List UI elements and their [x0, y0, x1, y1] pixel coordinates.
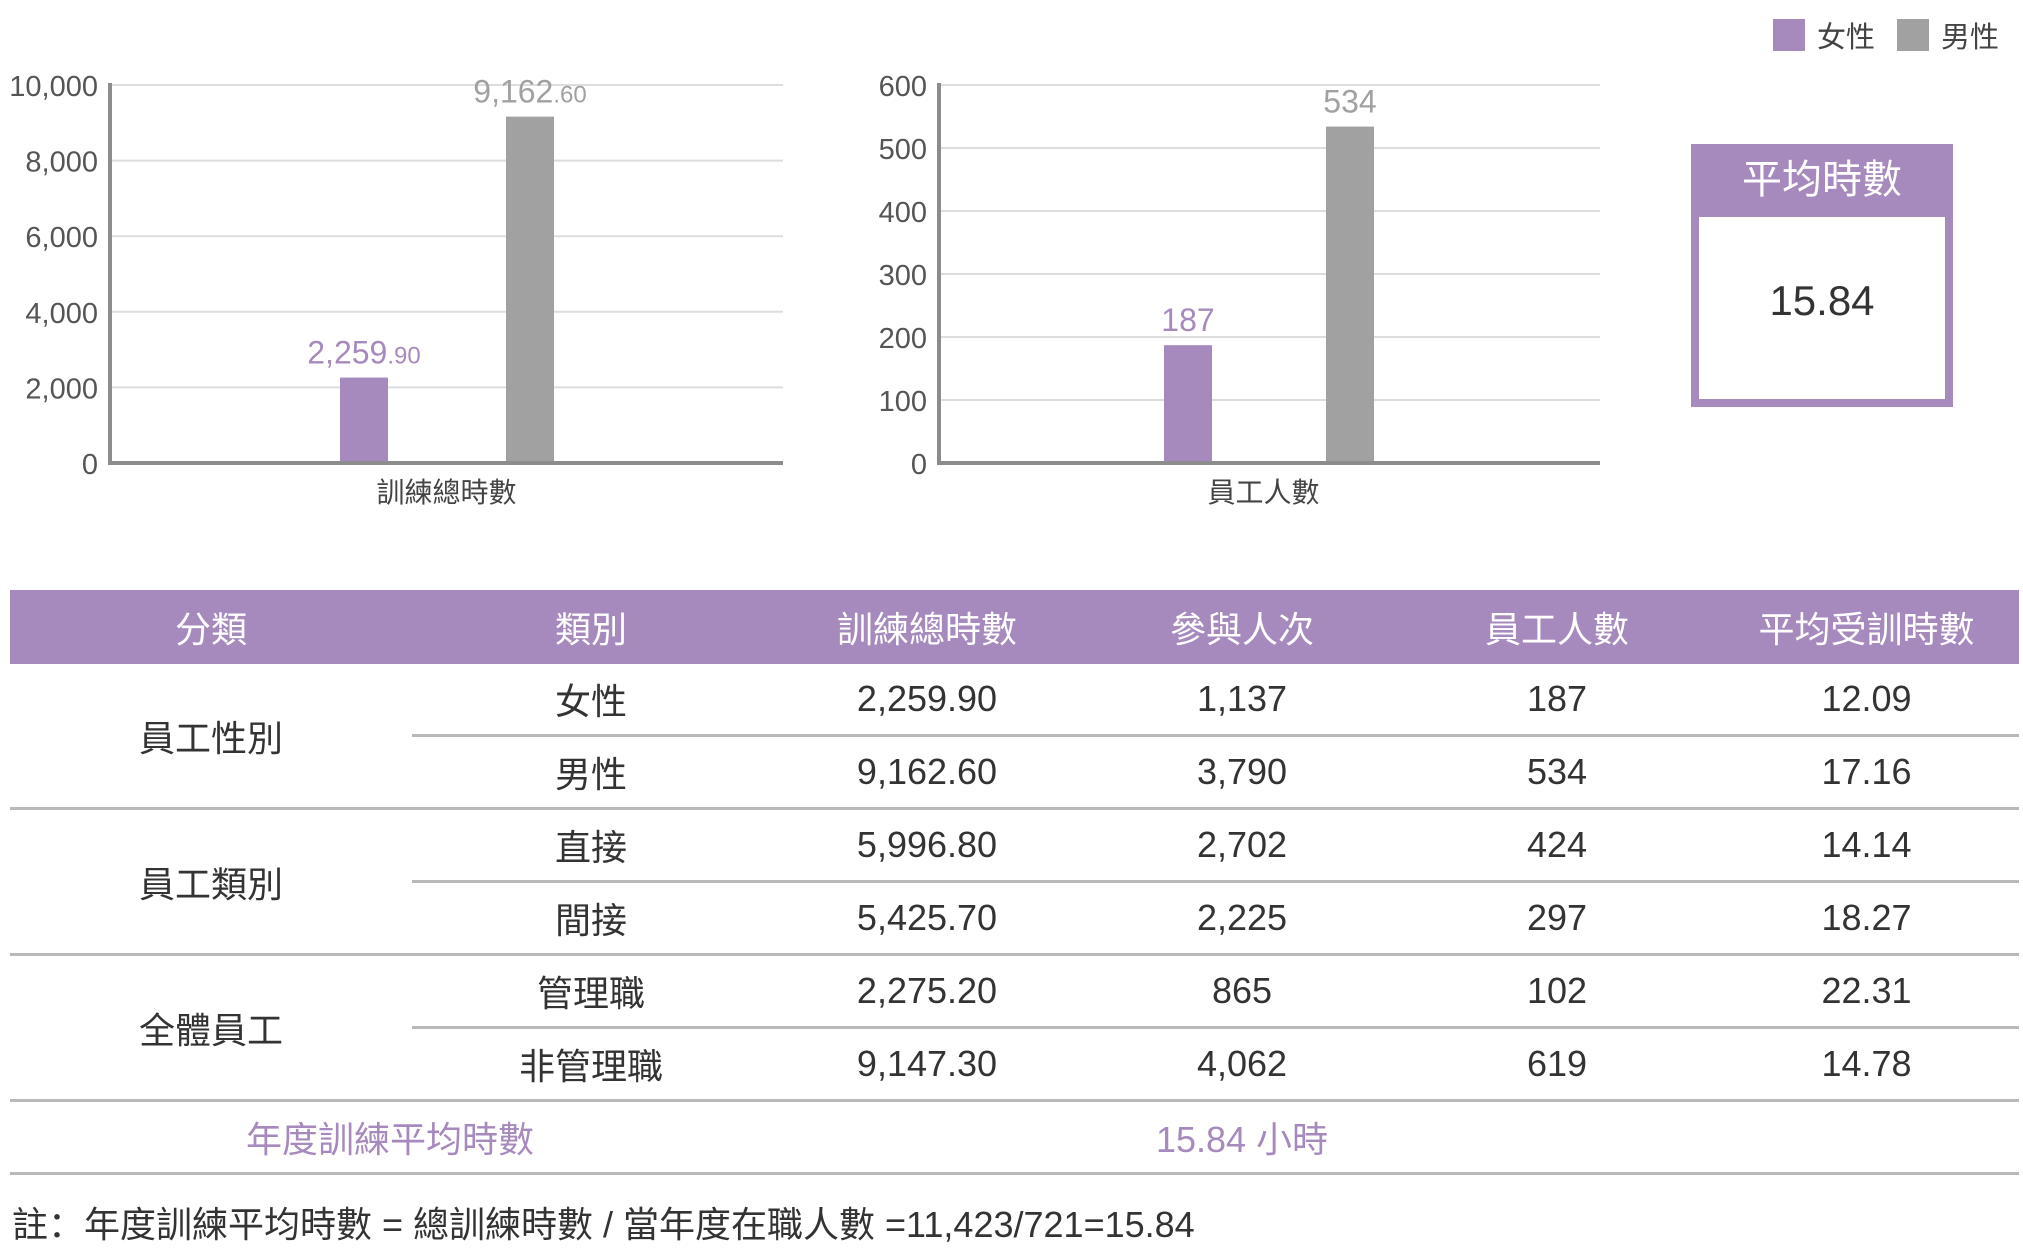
table-row: 全體員工 管理職 2,275.20 865 102 22.31: [10, 954, 2019, 1102]
table-row: 員工類別 直接 5,996.80 2,702 424 14.14: [10, 808, 2019, 956]
y-tick-label: 600: [879, 71, 927, 103]
table-row: 員工性別 女性 2,259.90 1,137 187 12.09: [10, 664, 2019, 810]
avg-hours-cell: 14.14: [1714, 808, 2019, 883]
y-tick-label: 4,000: [25, 298, 98, 330]
header-avg-hours: 平均受訓時數: [1714, 590, 2019, 664]
avg-hours-cell: 12.09: [1714, 664, 2019, 737]
y-tick-label: 0: [911, 449, 927, 481]
group-name: 員工性別: [10, 664, 412, 810]
employees-cell: 534: [1400, 735, 1714, 810]
employees-cell: 619: [1400, 1027, 1714, 1102]
total-hours-cell: 9,147.30: [770, 1027, 1084, 1102]
avg-hours-cell: 17.16: [1714, 735, 2019, 810]
data-label: 2,259.90: [307, 335, 420, 371]
data-label: 187: [1161, 302, 1214, 338]
avg-hours-cell: 14.78: [1714, 1027, 2019, 1102]
participants-cell: 1,137: [1084, 664, 1400, 737]
y-tick-label: 500: [879, 134, 927, 166]
header-category: 分類: [10, 590, 412, 664]
type-cell: 直接: [412, 808, 770, 883]
group-name: 全體員工: [10, 954, 412, 1102]
table-row: 非管理職 9,147.30 4,062 619 14.78: [10, 1027, 2019, 1102]
y-tick-label: 300: [879, 260, 927, 292]
type-cell: 管理職: [412, 954, 770, 1029]
total-hours-cell: 2,275.20: [770, 954, 1084, 1029]
employees-cell: 424: [1400, 808, 1714, 883]
x-category-label: 員工人數: [1207, 477, 1319, 508]
summary-empty: [1714, 1100, 2019, 1175]
legend-item-female: 女性: [1773, 14, 1875, 56]
employees-cell: 102: [1400, 954, 1714, 1029]
data-label: 534: [1323, 84, 1376, 120]
type-cell: 非管理職: [412, 1027, 770, 1102]
data-label: 9,162.60: [473, 74, 586, 110]
total-hours-cell: 2,259.90: [770, 664, 1084, 737]
table-header-row: 分類 類別 訓練總時數 參與人次 員工人數 平均受訓時數: [10, 590, 2019, 664]
legend-label: 女性: [1817, 22, 1876, 54]
header-participants: 參與人次: [1084, 590, 1400, 664]
y-tick-label: 100: [879, 386, 927, 418]
avg-hours-cell: 22.31: [1714, 954, 2019, 1029]
average-hours-value: 15.84: [1769, 277, 1875, 324]
type-cell: 間接: [412, 881, 770, 956]
bar-female: [340, 377, 388, 463]
total-hours-cell: 9,162.60: [770, 735, 1084, 810]
bar-female: [1164, 345, 1212, 463]
y-tick-label: 400: [879, 197, 927, 229]
footnote: 註：年度訓練平均時數 = 總訓練時數 / 當年度在職人數 =11,423/721…: [12, 1204, 1195, 1245]
type-cell: 男性: [412, 735, 770, 810]
summary-label: 年度訓練平均時數: [10, 1100, 770, 1175]
type-cell: 女性: [412, 664, 770, 737]
average-hours-title: 平均時數: [1691, 144, 1953, 217]
participants-cell: 2,225: [1084, 881, 1400, 956]
training-table: 分類 類別 訓練總時數 參與人次 員工人數 平均受訓時數 員工性別 女性 2,259…: [10, 590, 2019, 1175]
employees-cell: 297: [1400, 881, 1714, 956]
y-tick-label: 6,000: [25, 222, 98, 254]
employees-cell: 187: [1400, 664, 1714, 737]
bar-charts: 0 2,000 4,000 6,000 8,000 10,000 2,259.90 9,162…: [9, 71, 1600, 508]
x-category-label: 訓練總時數: [376, 477, 516, 508]
legend-swatch-male: [1897, 19, 1929, 51]
header-total-hours: 訓練總時數: [770, 590, 1084, 664]
group-name: 員工類別: [10, 808, 412, 956]
legend-label: 男性: [1941, 22, 2000, 54]
participants-cell: 4,062: [1084, 1027, 1400, 1102]
header-type: 類別: [412, 590, 770, 664]
average-hours-card: 平均時數 15.84: [1691, 144, 1953, 407]
participants-cell: 3,790: [1084, 735, 1400, 810]
y-tick-label: 10,000: [9, 71, 98, 103]
y-tick-label: 2,000: [25, 373, 98, 405]
total-hours-cell: 5,996.80: [770, 808, 1084, 883]
y-tick-label: 0: [82, 449, 98, 481]
legend-swatch-female: [1773, 19, 1805, 51]
participants-cell: 2,702: [1084, 808, 1400, 883]
total-hours-cell: 5,425.70: [770, 881, 1084, 956]
header-employees: 員工人數: [1400, 590, 1714, 664]
table-row: 男性 9,162.60 3,790 534 17.16: [10, 735, 2019, 810]
y-tick-label: 200: [879, 323, 927, 355]
summary-value: 15.84 小時: [770, 1100, 1714, 1175]
y-tick-label: 8,000: [25, 147, 98, 179]
bar-male: [506, 116, 554, 463]
legend-item-male: 男性: [1897, 14, 1999, 56]
summary-row: 年度訓練平均時數 15.84 小時: [10, 1100, 2019, 1175]
bar-male: [1326, 126, 1374, 463]
participants-cell: 865: [1084, 954, 1400, 1029]
avg-hours-cell: 18.27: [1714, 881, 2019, 956]
table-row: 間接 5,425.70 2,225 297 18.27: [10, 881, 2019, 956]
